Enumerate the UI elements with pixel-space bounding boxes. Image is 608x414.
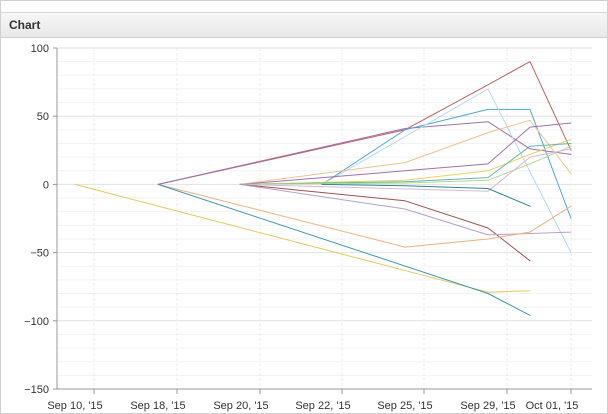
series-line-1[interactable]	[157, 61, 572, 185]
grid-lines	[57, 47, 592, 390]
panel-title: Chart	[9, 18, 41, 32]
x-tick-label: Sep 20, '15	[213, 400, 268, 412]
x-tick-label: Sep 10, '15	[47, 400, 102, 412]
series-line-14[interactable]	[157, 183, 572, 248]
series-line-9[interactable]	[239, 145, 572, 185]
x-tick-label: Sep 22, '15	[295, 400, 350, 412]
series-line-8[interactable]	[239, 143, 572, 185]
series-line-2[interactable]	[157, 121, 572, 185]
series-line-7[interactable]	[239, 138, 572, 185]
axes	[53, 47, 592, 394]
series-line-13[interactable]	[239, 183, 572, 236]
y-tick-label: 0	[43, 179, 49, 191]
series-lines	[74, 61, 572, 316]
series-line-12[interactable]	[239, 183, 531, 262]
x-tick-label: Sep 25, '15	[377, 400, 432, 412]
series-line-10[interactable]	[239, 148, 572, 192]
series-line-15[interactable]	[74, 183, 531, 293]
panel-header: Chart	[1, 12, 607, 38]
series-line-11[interactable]	[321, 183, 531, 207]
x-tick-label: Sep 29, '15	[460, 400, 515, 412]
series-line-4[interactable]	[321, 88, 572, 254]
x-tick-label: Sep 18, '15	[130, 400, 185, 412]
x-tick-label: Oct 01, '15	[526, 400, 579, 412]
y-tick-label: 50	[37, 111, 49, 123]
y-tick-label: 100	[31, 43, 49, 55]
series-line-5[interactable]	[239, 119, 572, 185]
y-tick-label: −100	[24, 316, 49, 328]
y-tick-label: −150	[24, 384, 49, 396]
series-line-6[interactable]	[239, 122, 572, 185]
y-tick-label: −50	[30, 248, 49, 260]
tick-labels: 100 50 0 −50 −100 −150 Sep 10, '15 Sep 18, '15 S…	[24, 43, 578, 412]
series-line-16[interactable]	[157, 183, 531, 316]
